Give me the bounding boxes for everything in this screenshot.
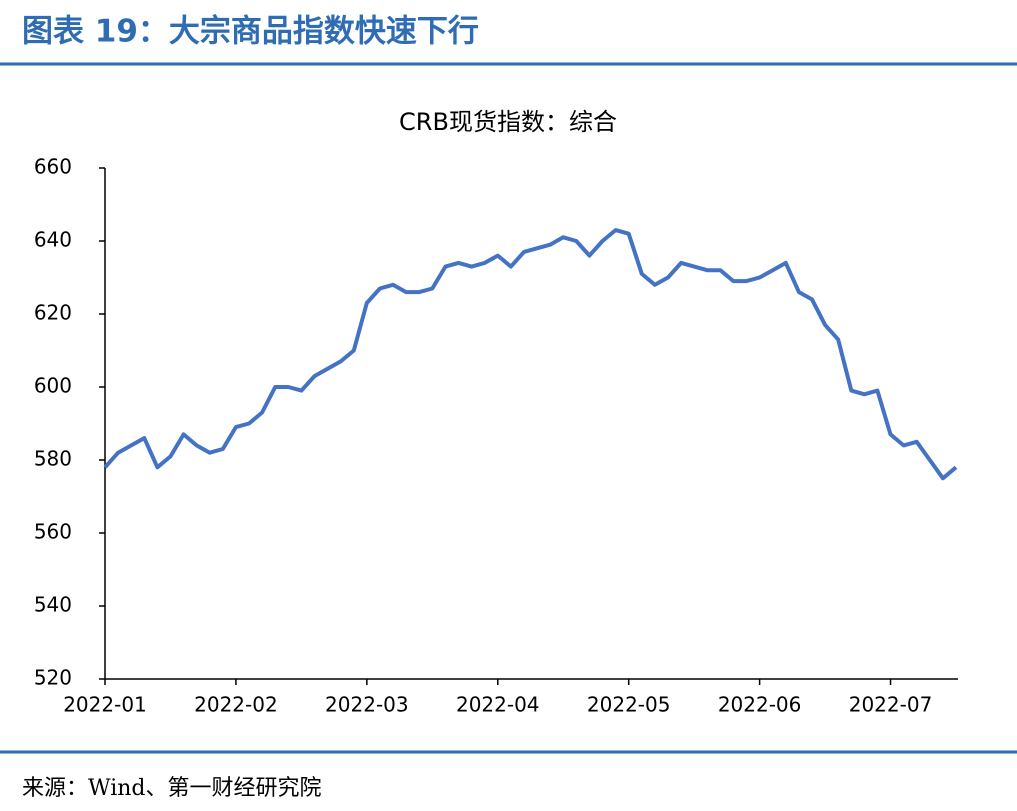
- x-tick-label: 2022-07: [849, 693, 933, 717]
- chart-title: CRB现货指数：综合: [399, 108, 617, 136]
- data-line: [103, 228, 958, 481]
- x-tick-label: 2022-01: [63, 693, 147, 717]
- y-tick-label: 600: [34, 374, 72, 398]
- y-tick-label: 660: [34, 155, 72, 179]
- y-tick-label: 580: [34, 447, 72, 471]
- x-tick-label: 2022-06: [718, 693, 802, 717]
- y-tick-label: 560: [34, 520, 72, 544]
- x-tick-label: 2022-05: [587, 693, 671, 717]
- x-tick-label: 2022-04: [456, 693, 540, 717]
- y-tick-label: 520: [34, 666, 72, 690]
- x-tick-label: 2022-02: [194, 693, 278, 717]
- y-tick-label: 640: [34, 228, 72, 252]
- figure-title: 图表 19：大宗商品指数快速下行: [22, 14, 479, 50]
- x-tick-label: 2022-03: [325, 693, 409, 717]
- y-tick-label: 620: [34, 301, 72, 325]
- y-tick-label: 540: [34, 593, 72, 617]
- source-note: 来源：Wind、第一财经研究院: [22, 776, 322, 801]
